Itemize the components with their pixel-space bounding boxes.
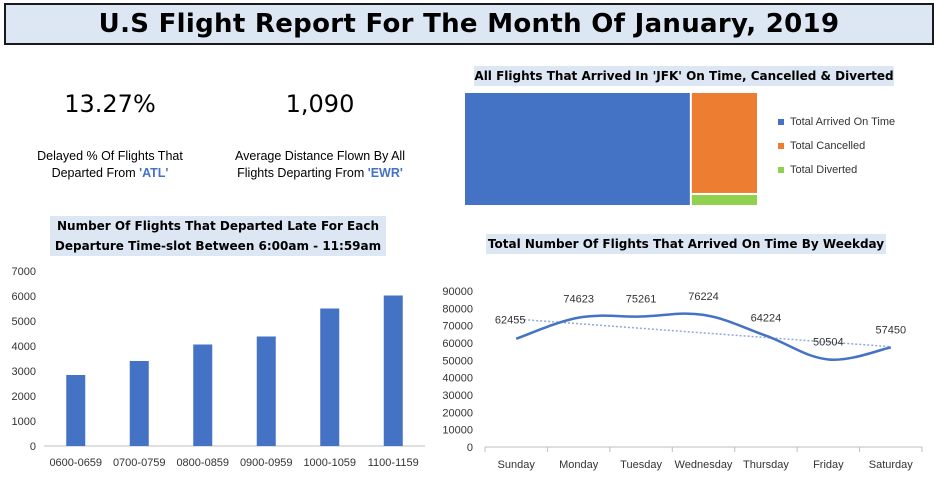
y-tick-label: 1000 [12,416,36,428]
bar [383,295,403,446]
x-tick-label: 0900-0959 [240,457,293,469]
y-tick-label: 20000 [442,407,473,419]
kpi-airport-code: 'EWR' [367,166,403,180]
y-tick-label: 70000 [442,321,473,333]
y-tick-label: 10000 [442,425,473,437]
kpi-value: 1,090 [285,90,355,118]
legend-swatch [778,119,784,125]
y-tick-label: 50000 [442,355,473,367]
kpi-delayed-atl: 13.27% Delayed % Of Flights That Departe… [20,90,200,182]
segment-diverted [691,194,757,205]
x-tick-label: Sunday [498,459,536,471]
x-tick-label: Wednesday [675,459,733,471]
y-tick-label: 4000 [12,341,36,353]
kpi-description: Delayed % Of Flights That Departed From … [20,148,200,182]
data-label: 62455 [495,315,526,327]
jfk-arrivals-chart-title: All Flights That Arrived In 'JFK' On Tim… [474,66,894,86]
jfk-arrivals-stacked-chart: Total Arrived On Time Total Cancelled Tota… [465,93,895,205]
late-departures-chart-title: Number Of Flights That Departed Late For… [50,216,386,256]
x-tick-label: Friday [813,459,844,471]
x-tick-label: Monday [559,459,599,471]
x-tick-label: 0600-0659 [49,457,102,469]
legend-label: Total Arrived On Time [790,116,895,128]
legend-swatch [778,167,784,173]
trendline [516,318,891,348]
x-tick-label: Tuesday [620,459,662,471]
late-departures-bar-chart: 0 1000 2000 3000 4000 5000 6000 7000 0600-0659 07… [12,266,425,469]
x-tick-label: 0700-0759 [113,457,166,469]
weekday-arrivals-chart-title: Total Number Of Flights That Arrived On … [486,234,886,254]
y-tick-label: 90000 [442,286,473,298]
y-tick-label: 0 [30,441,36,453]
y-tick-label: 0 [467,442,473,454]
data-label: 76224 [688,291,719,303]
kpi-distance-ewr: 1,090 Average Distance Flown By All Flig… [220,90,420,182]
y-tick-label: 30000 [442,390,473,402]
weekday-arrivals-line-chart: 0 10000 20000 30000 40000 50000 60000 70000 8000… [442,286,923,471]
y-tick-label: 40000 [442,373,473,385]
chart-title-line1: Number Of Flights That Departed Late For… [56,219,379,233]
bar [256,336,276,446]
data-label: 64224 [751,313,782,325]
chart-title-text: All Flights That Arrived In 'JFK' On Tim… [474,69,894,83]
chart-title-text: Total Number Of Flights That Arrived On … [487,237,885,251]
report-title: U.S Flight Report For The Month Of Janua… [98,9,840,39]
kpi-desc-line2: Flights Departing From [237,166,368,180]
bar [193,344,213,446]
x-tick-label: Thursday [743,459,789,471]
segment-arrived-on-time [465,93,690,205]
y-tick-label: 7000 [12,266,36,278]
kpi-description: Average Distance Flown By All Flights De… [220,148,420,182]
kpi-airport-code: 'ATL' [139,166,169,180]
chart-title-line2: Departure Time-slot Between 6:00am - 11:… [54,239,382,253]
y-tick-label: 3000 [12,366,36,378]
legend-swatch [778,143,784,149]
x-tick-label: 1100-1159 [368,457,419,469]
kpi-desc-line2: Departed From [51,166,140,180]
y-tick-label: 6000 [12,291,36,303]
bar [66,375,86,446]
kpi-value: 13.27% [64,90,156,118]
data-label: 50504 [813,336,844,348]
y-tick-label: 80000 [442,303,473,315]
y-tick-label: 2000 [12,391,36,403]
data-label: 74623 [563,294,594,306]
y-tick-label: 5000 [12,316,36,328]
report-title-bar: U.S Flight Report For The Month Of Janua… [4,3,934,45]
x-tick-label: 1000-1059 [303,457,356,469]
legend-label: Total Diverted [790,164,857,176]
kpi-desc-line1: Delayed % Of Flights That [37,149,183,163]
data-label: 57450 [875,324,906,336]
data-label: 75261 [626,294,657,306]
segment-cancelled [691,93,757,193]
legend-label: Total Cancelled [790,140,865,152]
bar [320,308,340,446]
x-tick-label: 0800-0859 [176,457,229,469]
kpi-desc-line1: Average Distance Flown By All [235,149,405,163]
y-tick-label: 60000 [442,338,473,350]
bar [129,361,149,446]
x-tick-label: Saturday [869,459,914,471]
